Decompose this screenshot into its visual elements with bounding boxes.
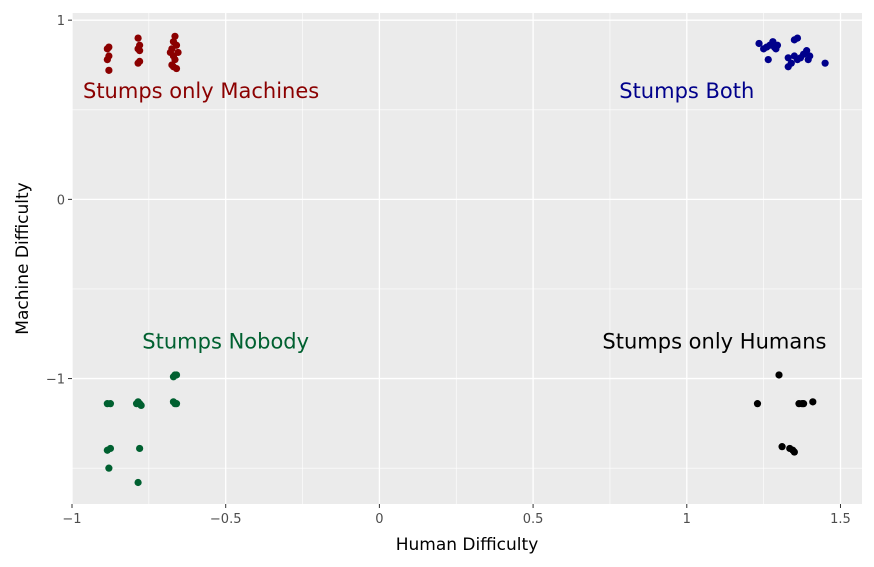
annotation-label: Stumps Nobody — [142, 330, 309, 354]
data-point — [169, 373, 178, 381]
data-points — [103, 32, 829, 487]
data-point — [821, 59, 829, 67]
y-tick-label: −1 — [46, 373, 65, 388]
data-point — [134, 59, 142, 67]
data-point — [103, 45, 111, 53]
data-point — [809, 398, 817, 406]
data-point — [136, 47, 144, 55]
data-point — [764, 55, 772, 64]
data-point — [784, 54, 792, 62]
data-point — [105, 66, 113, 74]
data-point — [778, 443, 786, 451]
data-point — [136, 444, 144, 453]
data-point — [753, 400, 762, 408]
data-point — [169, 398, 178, 406]
data-point — [169, 63, 178, 71]
data-point — [134, 478, 142, 487]
data-point — [103, 55, 111, 64]
axes: −1 −0.5 0 0.5 1 1.5 1 0 −1 — [46, 14, 851, 527]
annotation-label: Stumps only Machines — [83, 79, 319, 103]
annotation-label: Stumps only Humans — [602, 330, 826, 354]
data-point — [775, 371, 783, 379]
y-tick-label: 0 — [57, 193, 65, 208]
data-point — [793, 34, 802, 42]
data-point — [784, 63, 792, 71]
data-point — [790, 448, 798, 456]
data-point — [773, 41, 782, 49]
x-tick-label: −0.5 — [210, 512, 242, 527]
annotation-label: Stumps Both — [619, 79, 754, 103]
y-axis-title: Machine Difficulty — [13, 182, 33, 334]
data-point — [106, 444, 115, 453]
grid-lines — [71, 13, 862, 504]
data-point — [804, 55, 812, 64]
x-tick-label: 0 — [375, 512, 383, 527]
data-point — [134, 398, 142, 406]
data-point — [755, 39, 763, 48]
quadrant-annotations: Stumps only Machines Stumps Both Stumps No… — [83, 79, 826, 354]
data-point — [803, 47, 811, 55]
x-tick-label: −1 — [62, 512, 81, 527]
data-point — [106, 400, 115, 408]
data-point — [105, 464, 113, 472]
y-tick-label: 1 — [57, 14, 65, 29]
x-tick-label: 1.5 — [830, 512, 851, 527]
x-axis-title: Human Difficulty — [396, 535, 539, 555]
plot-panel — [72, 13, 862, 504]
data-point — [134, 34, 142, 42]
x-tick-label: 1 — [683, 512, 691, 527]
data-point — [799, 400, 808, 408]
x-tick-label: 0.5 — [523, 512, 544, 527]
data-point — [171, 55, 179, 64]
